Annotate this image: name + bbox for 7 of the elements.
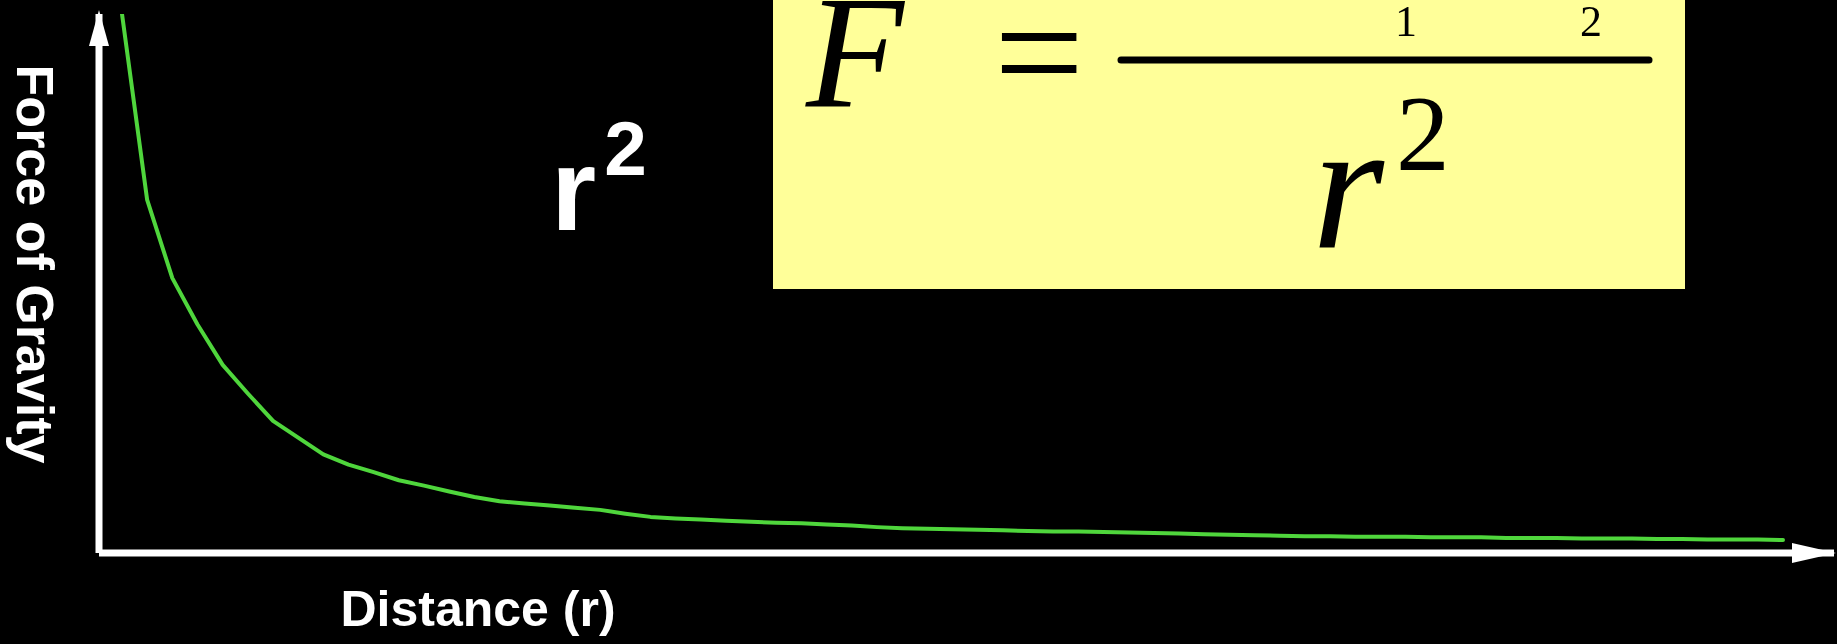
annotation: 2	[1580, 0, 1602, 46]
annotation: r$^{2}$	[551, 106, 647, 255]
x-axis-title: Distance (r)	[340, 581, 616, 637]
y-axis-title: Force of Gravity	[6, 64, 64, 464]
annotation: F =	[805, 0, 1092, 141]
annotation: 1	[1395, 0, 1417, 46]
annotation: r$^{2}$	[1312, 74, 1450, 288]
